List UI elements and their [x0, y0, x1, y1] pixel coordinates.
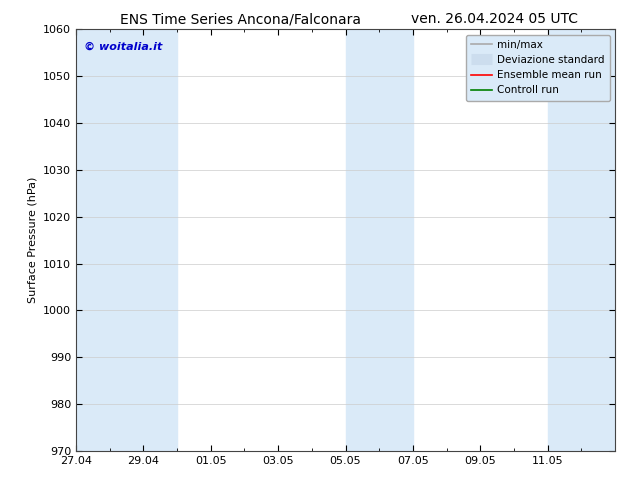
Bar: [548, 29, 615, 451]
Bar: [346, 29, 413, 451]
Text: ven. 26.04.2024 05 UTC: ven. 26.04.2024 05 UTC: [411, 12, 578, 26]
Bar: [143, 29, 177, 451]
Y-axis label: Surface Pressure (hPa): Surface Pressure (hPa): [27, 177, 37, 303]
Text: © woitalia.it: © woitalia.it: [84, 42, 162, 52]
Text: ENS Time Series Ancona/Falconara: ENS Time Series Ancona/Falconara: [120, 12, 361, 26]
Legend: min/max, Deviazione standard, Ensemble mean run, Controll run: min/max, Deviazione standard, Ensemble m…: [466, 35, 610, 100]
Bar: [76, 29, 143, 451]
